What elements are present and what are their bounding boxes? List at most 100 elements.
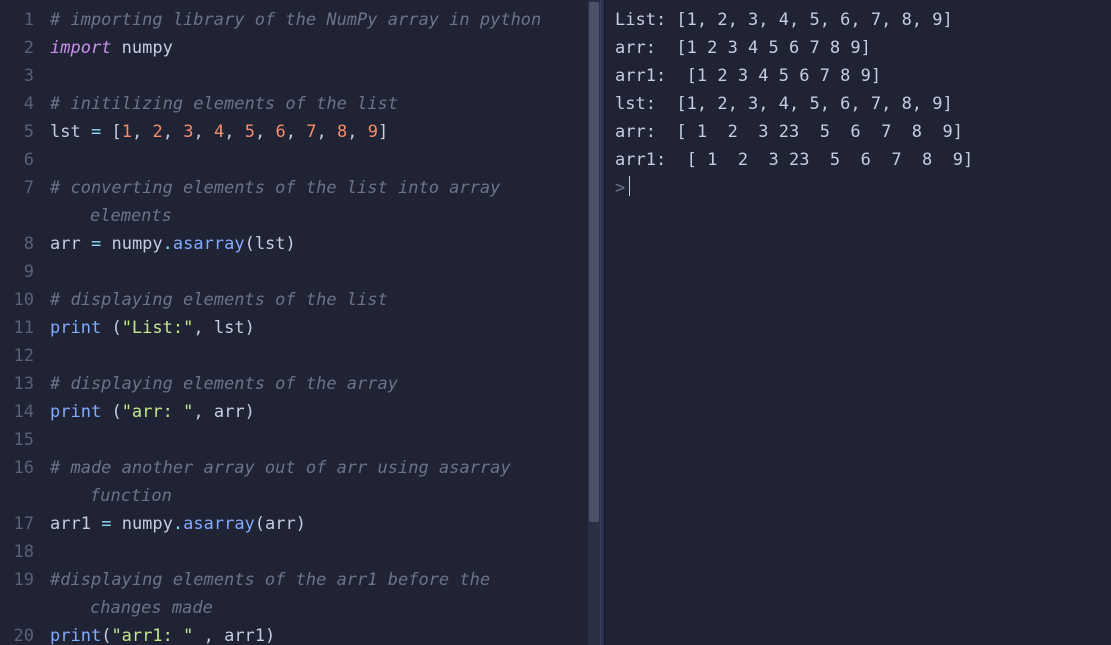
line-number: 17 (0, 510, 44, 538)
output-console-pane[interactable]: List: [1, 2, 3, 4, 5, 6, 7, 8, 9]arr: [1… (605, 0, 1111, 645)
token-ident: arr (265, 514, 296, 534)
code-line-wrap[interactable]: changes made (50, 594, 600, 622)
token-paren: , (163, 122, 173, 142)
token-keyword: import (50, 38, 111, 58)
line-number-blank (0, 594, 44, 622)
token-paren: , (204, 626, 214, 645)
token-paren: , (316, 122, 326, 142)
token-plain (357, 122, 367, 142)
token-paren: ) (296, 514, 306, 534)
token-plain (296, 122, 306, 142)
code-line[interactable]: print ("arr: ", arr) (50, 398, 600, 426)
token-dot: . (163, 234, 173, 254)
line-number: 10 (0, 286, 44, 314)
code-line[interactable]: # converting elements of the list into a… (50, 174, 600, 202)
line-number: 14 (0, 398, 44, 426)
code-line[interactable] (50, 342, 600, 370)
token-plain (111, 514, 121, 534)
token-paren: ( (101, 626, 111, 645)
token-paren: , (132, 122, 142, 142)
code-line[interactable]: print("arr1: " , arr1) (50, 622, 600, 645)
code-line[interactable] (50, 146, 600, 174)
code-line[interactable]: print ("List:", lst) (50, 314, 600, 342)
console-output-line: arr1: [ 1 2 3 23 5 6 7 8 9] (615, 146, 1101, 174)
code-area[interactable]: # importing library of the NumPy array i… (44, 0, 600, 645)
code-line-wrap[interactable]: elements (50, 202, 600, 230)
token-paren: ( (255, 514, 265, 534)
token-ident: numpy (122, 514, 173, 534)
console-output-line: arr: [ 1 2 3 23 5 6 7 8 9] (615, 118, 1101, 146)
token-paren: [ (111, 122, 121, 142)
token-plain (101, 234, 111, 254)
token-comment: # converting elements of the list into a… (50, 178, 511, 198)
code-line[interactable] (50, 538, 600, 566)
token-plain (142, 122, 152, 142)
token-comment: # displaying elements of the array (50, 374, 398, 394)
token-plain (193, 626, 203, 645)
token-op: = (101, 514, 111, 534)
code-line[interactable]: # made another array out of arr using as… (50, 454, 600, 482)
token-paren: , (224, 122, 234, 142)
token-ident: lst (255, 234, 286, 254)
code-line[interactable]: arr1 = numpy.asarray(arr) (50, 510, 600, 538)
token-paren: ( (245, 234, 255, 254)
line-number: 9 (0, 258, 44, 286)
token-dot: . (173, 514, 183, 534)
token-paren: ) (286, 234, 296, 254)
token-plain (234, 122, 244, 142)
code-line[interactable]: # displaying elements of the array (50, 370, 600, 398)
token-num: 8 (337, 122, 347, 142)
token-ident: arr (50, 234, 81, 254)
code-line[interactable] (50, 258, 600, 286)
token-num: 6 (275, 122, 285, 142)
console-output-line: List: [1, 2, 3, 4, 5, 6, 7, 8, 9] (615, 6, 1101, 34)
line-number: 1 (0, 6, 44, 34)
token-plain (204, 122, 214, 142)
code-line[interactable]: # initilizing elements of the list (50, 90, 600, 118)
line-number: 6 (0, 146, 44, 174)
token-paren: ) (265, 626, 275, 645)
token-paren: ) (245, 318, 255, 338)
code-line[interactable] (50, 62, 600, 90)
editor-scrollbar-track[interactable] (588, 0, 600, 645)
console-prompt-line[interactable]: > (615, 174, 1101, 202)
code-line[interactable]: arr = numpy.asarray(lst) (50, 230, 600, 258)
token-plain (81, 122, 91, 142)
console-output-line: arr1: [1 2 3 4 5 6 7 8 9] (615, 62, 1101, 90)
code-line[interactable]: import numpy (50, 34, 600, 62)
code-line[interactable]: # importing library of the NumPy array i… (50, 6, 600, 34)
token-paren: , (286, 122, 296, 142)
token-plain (204, 318, 214, 338)
code-line[interactable] (50, 426, 600, 454)
token-string: "List:" (122, 318, 194, 338)
token-func: print (50, 402, 101, 422)
token-plain (214, 626, 224, 645)
line-number: 8 (0, 230, 44, 258)
line-number: 5 (0, 118, 44, 146)
token-paren: , (193, 122, 203, 142)
line-number: 19 (0, 566, 44, 594)
line-number: 7 (0, 174, 44, 202)
token-ident: arr1 (224, 626, 265, 645)
line-number: 11 (0, 314, 44, 342)
token-func: print (50, 318, 101, 338)
token-op: = (91, 234, 101, 254)
console-prompt: > (615, 178, 625, 198)
token-plain (265, 122, 275, 142)
token-paren: , (193, 318, 203, 338)
token-num: 1 (122, 122, 132, 142)
code-line[interactable]: # displaying elements of the list (50, 286, 600, 314)
token-comment: elements (90, 206, 172, 226)
code-editor-pane[interactable]: 1234567 8910111213141516 171819 20 # imp… (0, 0, 600, 645)
token-paren: , (347, 122, 357, 142)
console-output-line: lst: [1, 2, 3, 4, 5, 6, 7, 8, 9] (615, 90, 1101, 118)
token-comment: # initilizing elements of the list (50, 94, 398, 114)
token-plain (101, 402, 111, 422)
line-number-blank (0, 202, 44, 230)
line-number: 16 (0, 454, 44, 482)
token-ident: lst (50, 122, 81, 142)
code-line[interactable]: #displaying elements of the arr1 before … (50, 566, 600, 594)
code-line-wrap[interactable]: function (50, 482, 600, 510)
code-line[interactable]: lst = [1, 2, 3, 4, 5, 6, 7, 8, 9] (50, 118, 600, 146)
editor-scrollbar-thumb[interactable] (589, 2, 599, 522)
